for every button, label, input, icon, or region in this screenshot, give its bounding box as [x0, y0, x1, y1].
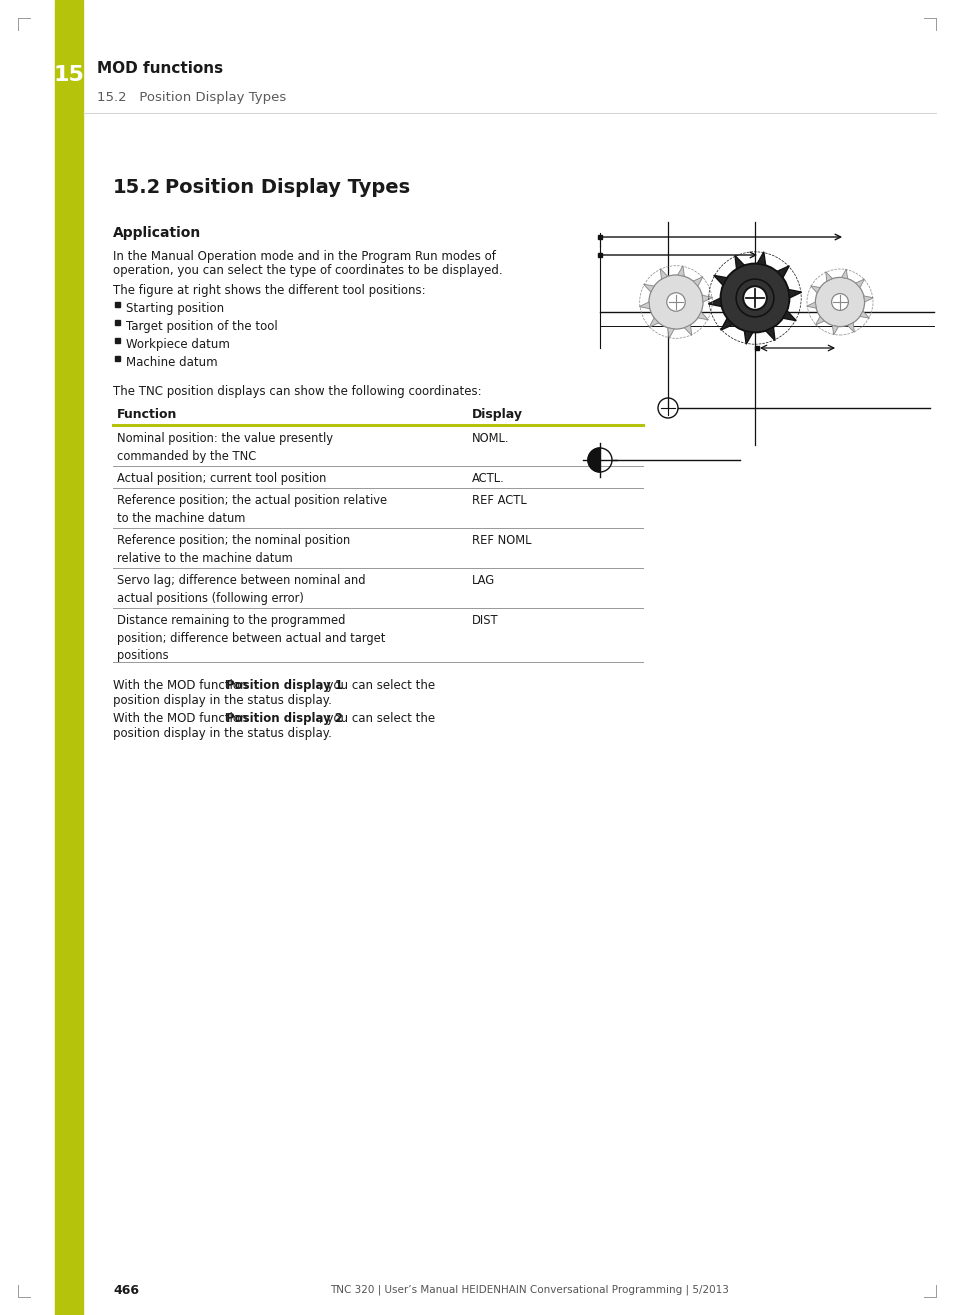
Text: Servo lag; difference between nominal and
actual positions (following error): Servo lag; difference between nominal an…	[117, 575, 365, 605]
Circle shape	[815, 277, 863, 326]
Polygon shape	[841, 270, 846, 279]
Polygon shape	[782, 310, 796, 321]
Polygon shape	[648, 318, 659, 327]
Polygon shape	[643, 284, 654, 292]
Text: REF NOML: REF NOML	[472, 534, 531, 547]
Polygon shape	[806, 302, 816, 308]
Polygon shape	[743, 331, 752, 345]
Polygon shape	[698, 312, 708, 320]
Circle shape	[720, 263, 789, 333]
Polygon shape	[667, 327, 674, 338]
Polygon shape	[787, 289, 801, 299]
Polygon shape	[810, 285, 820, 293]
Polygon shape	[846, 322, 853, 333]
Circle shape	[742, 287, 766, 310]
Polygon shape	[683, 325, 691, 335]
Text: , you can select the: , you can select the	[318, 679, 435, 692]
Bar	[115, 338, 120, 343]
Polygon shape	[713, 275, 726, 285]
Text: DIST: DIST	[472, 614, 498, 627]
Bar	[115, 356, 120, 362]
Polygon shape	[587, 448, 599, 472]
Text: position display in the status display.: position display in the status display.	[112, 694, 332, 707]
Polygon shape	[765, 327, 774, 341]
Text: 466: 466	[112, 1283, 139, 1297]
Text: TNC 320 | User’s Manual HEIDENHAIN Conversational Programming | 5/2013: TNC 320 | User’s Manual HEIDENHAIN Conve…	[331, 1285, 729, 1295]
Text: Display: Display	[472, 408, 522, 421]
Polygon shape	[825, 272, 832, 281]
Text: 15.2: 15.2	[112, 178, 161, 197]
Text: , you can select the: , you can select the	[318, 711, 435, 725]
Text: With the MOD function: With the MOD function	[112, 711, 251, 725]
Text: Target position of the tool: Target position of the tool	[126, 320, 277, 333]
Text: Function: Function	[117, 408, 177, 421]
Text: Actual position; current tool position: Actual position; current tool position	[117, 472, 326, 485]
Text: Distance remaining to the programmed
position; difference between actual and tar: Distance remaining to the programmed pos…	[117, 614, 385, 661]
Circle shape	[648, 275, 702, 329]
Polygon shape	[693, 276, 702, 287]
Bar	[55, 0, 83, 1315]
Text: 15.2   Position Display Types: 15.2 Position Display Types	[97, 91, 286, 104]
Polygon shape	[832, 325, 838, 335]
Text: LAG: LAG	[472, 575, 495, 586]
Text: Workpiece datum: Workpiece datum	[126, 338, 230, 351]
Text: Application: Application	[112, 226, 201, 241]
Text: MOD functions: MOD functions	[97, 60, 223, 75]
Text: Position display 1: Position display 1	[226, 679, 343, 692]
Polygon shape	[776, 266, 788, 277]
Text: The figure at right shows the different tool positions:: The figure at right shows the different …	[112, 284, 425, 297]
Text: 15: 15	[53, 64, 85, 85]
Text: NOML.: NOML.	[472, 433, 509, 444]
Polygon shape	[707, 299, 720, 306]
Text: Reference position; the nominal position
relative to the machine datum: Reference position; the nominal position…	[117, 534, 350, 564]
Text: position display in the status display.: position display in the status display.	[112, 727, 332, 740]
Polygon shape	[659, 268, 667, 279]
Circle shape	[666, 293, 684, 312]
Bar	[115, 302, 120, 306]
Text: Reference position; the actual position relative
to the machine datum: Reference position; the actual position …	[117, 494, 387, 525]
Polygon shape	[677, 266, 683, 276]
Text: REF ACTL: REF ACTL	[472, 494, 526, 508]
Circle shape	[831, 293, 847, 310]
Text: Position display 2: Position display 2	[226, 711, 343, 725]
Polygon shape	[720, 318, 732, 330]
Text: The TNC position displays can show the following coordinates:: The TNC position displays can show the f…	[112, 385, 481, 398]
Polygon shape	[815, 317, 823, 325]
Polygon shape	[734, 255, 743, 270]
Polygon shape	[757, 251, 765, 266]
Polygon shape	[862, 296, 872, 302]
Text: Position Display Types: Position Display Types	[165, 178, 410, 197]
Text: Starting position: Starting position	[126, 302, 224, 316]
Text: In the Manual Operation mode and in the Program Run modes of: In the Manual Operation mode and in the …	[112, 250, 496, 263]
Text: With the MOD function: With the MOD function	[112, 679, 251, 692]
Text: operation, you can select the type of coordinates to be displayed.: operation, you can select the type of co…	[112, 264, 502, 277]
Text: Nominal position: the value presently
commanded by the TNC: Nominal position: the value presently co…	[117, 433, 333, 463]
Polygon shape	[701, 296, 712, 302]
Polygon shape	[859, 312, 868, 318]
Polygon shape	[639, 302, 649, 309]
Polygon shape	[855, 279, 863, 288]
Text: Machine datum: Machine datum	[126, 356, 217, 370]
Bar	[115, 320, 120, 325]
Text: ACTL.: ACTL.	[472, 472, 504, 485]
